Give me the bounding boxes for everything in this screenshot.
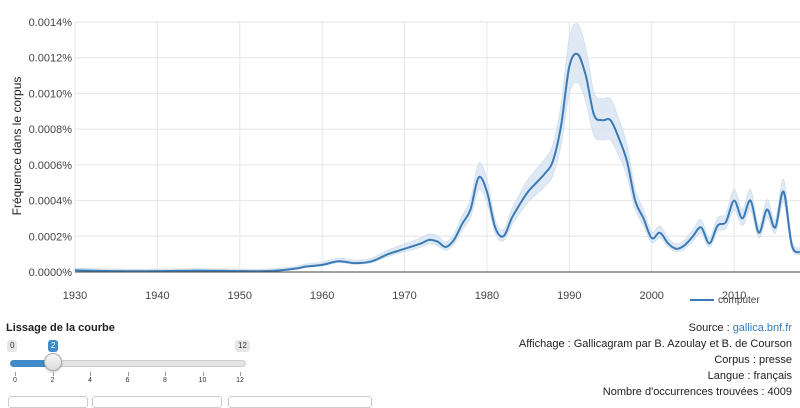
y-tick-label: 0.0012% — [29, 53, 73, 65]
resolution-select[interactable] — [228, 396, 372, 408]
y-tick-label: 0.0006% — [29, 160, 73, 172]
slider-value-label: 2 — [48, 340, 59, 352]
slider-tick-label: 6 — [125, 377, 130, 384]
legend[interactable]: computer — [690, 295, 760, 306]
x-tick-label: 1970 — [392, 290, 416, 302]
slider-tick — [240, 372, 241, 376]
language-info: Langue : français — [707, 370, 792, 382]
slider-min-label: 0 — [7, 340, 18, 352]
slider-tick-label: 10 — [198, 377, 207, 384]
slider-tick — [90, 372, 91, 376]
slider-fill — [10, 360, 53, 367]
x-tick-label: 1960 — [310, 290, 334, 302]
slider-tick-label: 0 — [13, 377, 17, 384]
frequency-chart: 0.0000% 0.0002% 0.0004% 0.0006% 0.0008% 0.001… — [10, 17, 800, 306]
source-link[interactable]: gallica.bnf.fr — [732, 322, 792, 334]
y-tick-label: 0.0008% — [29, 124, 73, 136]
slider-tick-label: 12 — [236, 377, 244, 384]
y-tick-label: 0.0004% — [29, 196, 73, 208]
display-credit: Affichage : Gallicagram par B. Azoulay e… — [518, 338, 792, 350]
occurrence-count: Nombre d'occurrences trouvées : 4009 — [602, 386, 792, 398]
y-tick-labels: 0.0000% 0.0002% 0.0004% 0.0006% 0.0008% 0.001… — [29, 17, 73, 279]
x-tick-label: 1950 — [228, 290, 252, 302]
x-tick-label: 2010 — [722, 290, 746, 302]
info-panel: Source : gallica.bnf.fr Affichage : Gall… — [432, 320, 792, 400]
legend-label-computer: computer — [718, 295, 760, 306]
slider-title: Lissage de la courbe — [6, 322, 115, 334]
x-tick-label: 1990 — [557, 290, 581, 302]
y-tick-label: 0.0010% — [29, 88, 73, 100]
smoothing-slider-panel: Lissage de la courbe 0 12 2 0 2 4 6 8 10 12 — [0, 318, 260, 401]
slider-tick — [165, 372, 166, 376]
y-axis-title: Fréquence dans le corpus — [10, 77, 24, 216]
slider-tick-label: 2 — [50, 377, 55, 384]
corpus-info: Corpus : presse — [714, 354, 792, 366]
slider-tick — [52, 372, 54, 376]
slider-tick-label: 4 — [88, 377, 92, 384]
y-tick-label: 0.0000% — [29, 267, 73, 279]
x-tick-label: 1940 — [145, 290, 169, 302]
source-label: Source : — [688, 322, 733, 334]
y-tick-label: 0.0014% — [29, 17, 73, 29]
y-tick-label: 0.0002% — [29, 231, 73, 243]
slider-max-label: 12 — [235, 340, 250, 352]
slider-tick — [127, 372, 129, 376]
source-line: Source : gallica.bnf.fr — [432, 320, 792, 336]
x-tick-labels: 1930 1940 1950 1960 1970 1980 1990 2000 2010 — [63, 290, 747, 302]
corpus-select[interactable] — [92, 396, 222, 408]
slider-tick-label: 8 — [163, 377, 167, 384]
slider-tick — [202, 372, 204, 376]
x-tick-label: 1980 — [475, 290, 499, 302]
confidence-band — [74, 23, 800, 272]
chart-grid — [74, 21, 800, 272]
word-input[interactable] — [8, 396, 88, 408]
slider-handle[interactable] — [43, 353, 62, 371]
series-line-computer — [74, 52, 800, 273]
x-tick-label: 2000 — [639, 290, 663, 302]
x-tick-label: 1930 — [63, 290, 87, 302]
slider-tick — [15, 372, 16, 376]
